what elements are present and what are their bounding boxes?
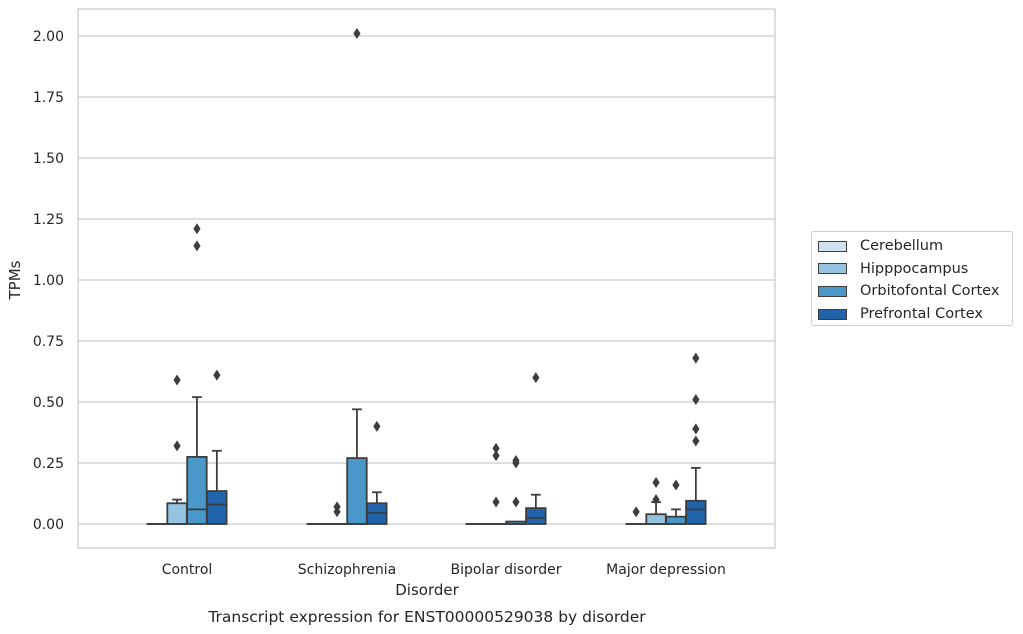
legend-swatch [818, 285, 847, 297]
y-tick-label: 1.75 [33, 90, 64, 106]
outlier-point [632, 506, 640, 518]
outlier-point [652, 494, 660, 506]
box-2-1 [485, 442, 507, 525]
legend-label: Cerebellum [860, 238, 944, 255]
grid-lines [78, 35, 775, 525]
box-body [685, 499, 707, 525]
legend-label: Hipppocampus [860, 260, 969, 277]
outlier-point [692, 423, 700, 435]
outlier-point [512, 455, 520, 467]
legend-swatch [818, 240, 847, 252]
legend: Cerebellum Hipppocampus Orbitofontal Corte… [811, 231, 1013, 326]
legend-label: Prefrontal Cortex [860, 306, 983, 323]
outlier-point [213, 369, 221, 381]
outlier-point [672, 479, 680, 491]
boxes [146, 28, 707, 525]
outlier-point [193, 223, 201, 235]
x-tick-labels: Control Schizophrenia Bipolar disorder Majo… [162, 562, 726, 578]
x-tick-label: Schizophrenia [298, 562, 396, 578]
y-axis-label: TPMs [6, 260, 24, 300]
box-0-3 [206, 369, 228, 525]
box-body [525, 507, 547, 525]
outlier-point [532, 372, 540, 384]
legend-swatch [818, 263, 847, 275]
box-1-3 [366, 420, 388, 525]
box-body [346, 457, 368, 525]
outlier-point [333, 501, 341, 513]
box-3-3 [685, 352, 707, 525]
x-axis-label: Disorder [395, 581, 459, 599]
legend-item: Prefrontal Cortex [818, 303, 1012, 326]
box-3-0 [625, 506, 647, 525]
legend-item: Orbitofontal Cortex [818, 280, 1012, 303]
box-body [645, 513, 667, 525]
y-tick-label: 2.00 [33, 29, 64, 45]
y-tick-labels: 0.00 0.25 0.50 0.75 1.00 1.25 1.50 1.75 2.00 [33, 29, 64, 533]
box-1-2 [346, 28, 368, 525]
outlier-point [692, 352, 700, 364]
legend-label: Orbitofontal Cortex [860, 283, 1000, 300]
chart-caption: Transcript expression for ENST0000052903… [207, 608, 646, 626]
box-3-2 [665, 479, 687, 525]
outlier-point [492, 442, 500, 454]
x-tick-label: Bipolar disorder [450, 562, 561, 578]
outlier-point [353, 28, 361, 40]
box-body [665, 515, 687, 525]
box-body [186, 455, 208, 525]
outlier-point [512, 496, 520, 508]
box-1-1 [326, 501, 348, 525]
plot-area-frame [77, 8, 776, 549]
x-tick-label: Control [162, 562, 213, 578]
box-body [166, 502, 188, 525]
box-2-3 [525, 372, 547, 525]
outlier-point [692, 394, 700, 406]
outlier-point [173, 374, 181, 386]
outlier-point [692, 435, 700, 447]
box-body [206, 490, 228, 525]
legend-swatch [818, 308, 847, 320]
y-tick-label: 0.50 [33, 395, 64, 411]
box-0-1 [166, 374, 188, 525]
y-tick-label: 0.75 [33, 334, 64, 350]
box-0-2 [186, 223, 208, 525]
y-tick-label: 0.25 [33, 456, 64, 472]
outlier-point [193, 240, 201, 252]
x-tick-label: Major depression [606, 562, 726, 578]
box-3-1 [645, 477, 667, 525]
outlier-point [492, 450, 500, 462]
outlier-point [173, 440, 181, 452]
legend-item: Hipppocampus [818, 258, 1012, 281]
box-2-2 [505, 455, 527, 525]
y-tick-label: 0.00 [33, 517, 64, 533]
y-tick-label: 1.50 [33, 151, 64, 167]
y-tick-label: 1.25 [33, 212, 64, 228]
outlier-point [652, 477, 660, 489]
legend-item: Cerebellum [818, 235, 1012, 258]
y-tick-label: 1.00 [33, 273, 64, 289]
outlier-point [492, 496, 500, 508]
outlier-point [373, 420, 381, 432]
